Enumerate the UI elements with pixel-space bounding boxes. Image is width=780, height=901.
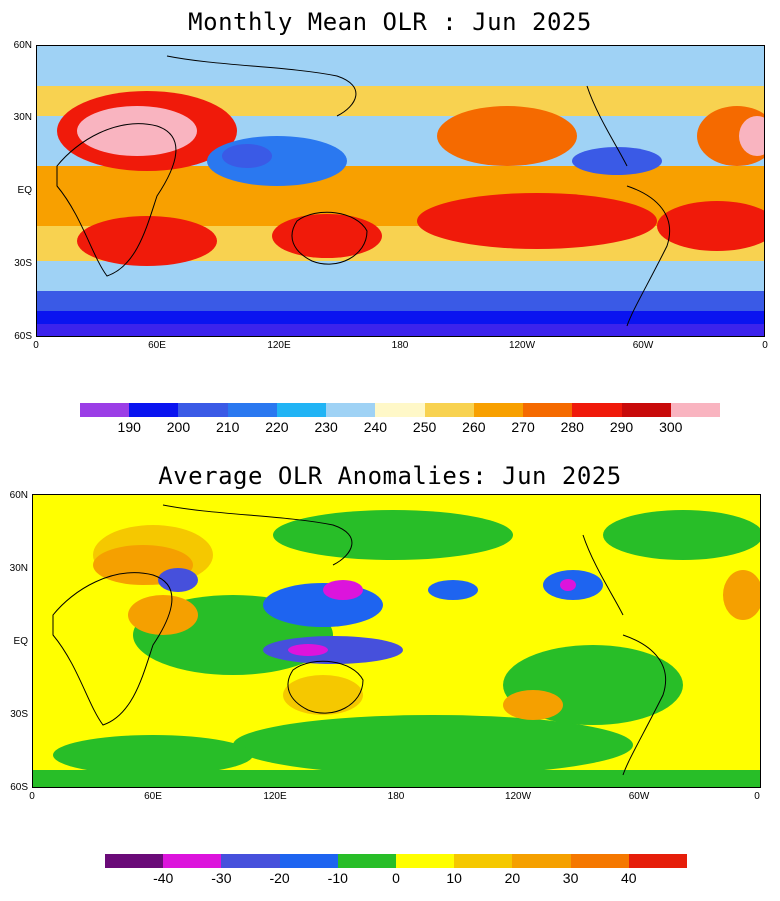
lon-label-0-end: 0 xyxy=(762,340,768,351)
lon-label-120w: 120W xyxy=(504,791,532,802)
colorbar-label: -20 xyxy=(269,870,290,886)
colorbar-label: 240 xyxy=(363,419,388,435)
colorbar-label: 200 xyxy=(166,419,191,435)
colorbar-label: 280 xyxy=(560,419,584,435)
colorbar-swatch xyxy=(337,854,397,868)
colorbar-swatch xyxy=(80,403,130,417)
lon-label-60e: 60E xyxy=(148,340,166,351)
lon-label-0-end: 0 xyxy=(754,791,760,802)
colorbar-swatch xyxy=(163,854,222,868)
lon-label-180: 180 xyxy=(387,791,405,802)
colorbar-label: 0 xyxy=(392,870,400,886)
colorbar-label: -10 xyxy=(327,870,348,886)
colorbar-label: 40 xyxy=(621,870,637,886)
colorbar-label: 230 xyxy=(314,419,338,435)
colorbar-swatch xyxy=(276,403,327,417)
lon-label-0: 0 xyxy=(33,340,39,351)
colorbar-label: 270 xyxy=(511,419,535,435)
lon-label-0: 0 xyxy=(29,791,35,802)
lat-label-60s: 60S xyxy=(14,331,32,342)
mean-olr-panel: Monthly Mean OLR : Jun 2025 xyxy=(0,0,780,450)
lon-label-120e: 120E xyxy=(263,791,287,802)
colorbar-swatch xyxy=(572,403,622,417)
colorbar-label: 20 xyxy=(504,870,521,886)
colorbar-swatch xyxy=(628,854,688,868)
lat-label-30n: 30N xyxy=(9,563,28,574)
mean-olr-colorbar xyxy=(80,403,721,417)
colorbar-swatch xyxy=(473,403,524,417)
colorbar-label: 210 xyxy=(216,419,240,435)
colorbar-swatch xyxy=(621,403,671,417)
colorbar-swatch xyxy=(221,854,280,868)
colorbar-label: 220 xyxy=(265,419,289,435)
colorbar-swatch xyxy=(670,403,721,417)
lon-label-60w: 60W xyxy=(632,340,654,351)
mean-olr-map xyxy=(36,45,765,337)
lat-label-60n: 60N xyxy=(13,40,32,51)
lat-label-30s: 30S xyxy=(10,709,28,720)
colorbar-swatch xyxy=(523,403,573,417)
lat-label-30s: 30S xyxy=(14,258,32,269)
lon-label-120w: 120W xyxy=(508,340,536,351)
colorbar-swatch xyxy=(570,854,629,868)
colorbar-label: 260 xyxy=(462,419,486,435)
olr-anomaly-map xyxy=(32,494,761,788)
lat-label-60s: 60S xyxy=(10,782,28,793)
colorbar-swatch xyxy=(512,854,571,868)
colorbar-swatch xyxy=(454,854,513,868)
colorbar-swatch xyxy=(375,403,425,417)
lat-label-60n: 60N xyxy=(9,490,28,501)
olr-anomaly-panel: Average OLR Anomalies: Jun 2025 xyxy=(0,450,780,901)
lon-label-180: 180 xyxy=(391,340,409,351)
colorbar-swatch xyxy=(424,403,474,417)
mean-olr-title: Monthly Mean OLR : Jun 2025 xyxy=(188,8,592,36)
lat-label-30n: 30N xyxy=(13,112,32,123)
lat-label-eq: EQ xyxy=(13,636,28,647)
olr-anomaly-title: Average OLR Anomalies: Jun 2025 xyxy=(158,462,622,490)
lon-label-60e: 60E xyxy=(144,791,162,802)
lon-label-60w: 60W xyxy=(628,791,650,802)
lon-label-120e: 120E xyxy=(267,340,291,351)
colorbar-swatch xyxy=(279,854,338,868)
colorbar-label: -30 xyxy=(211,870,232,886)
colorbar-swatch xyxy=(326,403,376,417)
olr-anomaly-colorbar xyxy=(105,854,688,868)
colorbar-label: 30 xyxy=(562,870,579,886)
colorbar-label: -40 xyxy=(153,870,174,886)
colorbar-label: 10 xyxy=(446,870,462,886)
colorbar-label: 250 xyxy=(412,419,437,435)
colorbar-swatch xyxy=(129,403,179,417)
colorbar-swatch xyxy=(227,403,277,417)
colorbar-swatch xyxy=(178,403,228,417)
colorbar-swatch xyxy=(396,854,455,868)
lat-label-eq: EQ xyxy=(17,185,32,196)
colorbar-label: 300 xyxy=(659,419,683,435)
colorbar-label: 290 xyxy=(609,419,634,435)
colorbar-swatch xyxy=(105,854,164,868)
colorbar-label: 190 xyxy=(117,419,141,435)
